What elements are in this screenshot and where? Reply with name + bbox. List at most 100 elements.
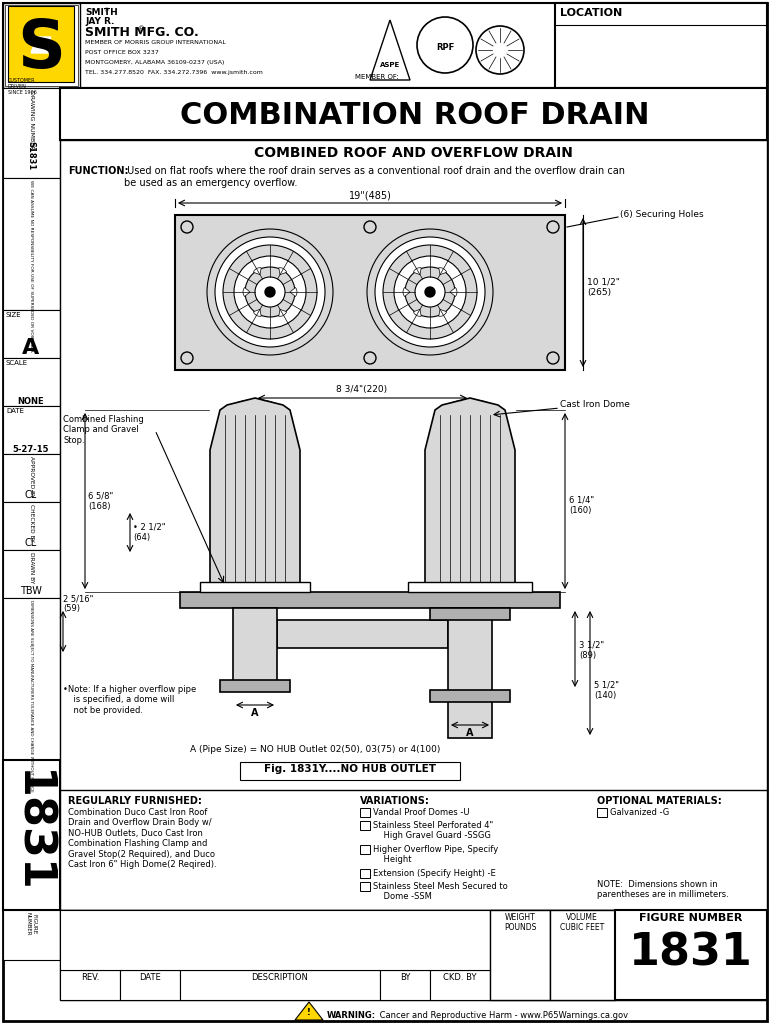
- Bar: [200, 582, 310, 592]
- Text: Galvanized -G: Galvanized -G: [610, 808, 669, 817]
- Text: ®: ®: [138, 26, 145, 32]
- Text: ®: ®: [103, 8, 109, 13]
- Circle shape: [415, 278, 445, 307]
- Bar: [277, 620, 448, 648]
- Bar: [430, 970, 490, 1000]
- Text: (6) Securing Holes: (6) Securing Holes: [620, 210, 704, 219]
- Bar: [8, 6, 74, 82]
- Text: •Note: If a higher overflow pipe
    is specified, a dome will
    not be provid: •Note: If a higher overflow pipe is spec…: [63, 685, 196, 715]
- Text: ASPE: ASPE: [380, 62, 400, 68]
- Text: A: A: [251, 708, 259, 718]
- Text: APPROVED BY: APPROVED BY: [28, 456, 34, 497]
- Text: FUNCTION:: FUNCTION:: [68, 166, 129, 176]
- Text: DRAWN BY: DRAWN BY: [28, 552, 34, 584]
- Text: SMITH MFG. CO.: SMITH MFG. CO.: [85, 26, 199, 39]
- Bar: [175, 215, 565, 370]
- Wedge shape: [413, 267, 421, 274]
- Text: Extension (Specify Height) -E: Extension (Specify Height) -E: [373, 869, 496, 878]
- Circle shape: [547, 352, 559, 364]
- Bar: [597, 808, 607, 817]
- Bar: [3, 406, 60, 454]
- Wedge shape: [253, 267, 261, 274]
- Text: 6 5/8"
(168): 6 5/8" (168): [88, 492, 113, 511]
- Bar: [360, 869, 370, 878]
- Text: SCALE: SCALE: [6, 360, 28, 366]
- Circle shape: [547, 221, 559, 233]
- Bar: [360, 845, 370, 854]
- Bar: [180, 970, 380, 1000]
- Bar: [220, 680, 290, 692]
- Text: !: !: [307, 1008, 311, 1017]
- Bar: [3, 598, 60, 760]
- Text: 19"(485): 19"(485): [349, 190, 391, 200]
- Bar: [3, 760, 60, 910]
- Bar: [3, 3, 767, 88]
- Circle shape: [383, 245, 477, 339]
- Polygon shape: [425, 398, 515, 592]
- Text: BY: BY: [400, 973, 410, 982]
- Bar: [180, 592, 560, 608]
- Text: CKD. BY: CKD. BY: [444, 973, 477, 982]
- Text: SMITH: SMITH: [85, 8, 118, 17]
- Text: 1831: 1831: [629, 932, 753, 975]
- Bar: [430, 608, 510, 620]
- Circle shape: [234, 256, 306, 328]
- Text: A: A: [467, 728, 474, 738]
- Wedge shape: [413, 309, 421, 316]
- Text: COMBINATION ROOF DRAIN: COMBINATION ROOF DRAIN: [180, 101, 650, 130]
- Text: Combination Duco Cast Iron Roof
Drain and Overflow Drain Body w/
NO-HUB Outlets,: Combination Duco Cast Iron Roof Drain an…: [68, 808, 216, 869]
- Text: LOCATION: LOCATION: [560, 8, 622, 18]
- Text: Cancer and Reproductive Harm - www.P65Warnings.ca.gov: Cancer and Reproductive Harm - www.P65Wa…: [377, 1011, 628, 1020]
- Text: REV.: REV.: [81, 973, 99, 982]
- Bar: [360, 821, 370, 830]
- Circle shape: [181, 221, 193, 233]
- Bar: [490, 910, 550, 1000]
- Wedge shape: [32, 43, 51, 53]
- Wedge shape: [439, 267, 447, 274]
- Text: S: S: [17, 16, 65, 82]
- Circle shape: [255, 278, 285, 307]
- Text: DATE: DATE: [139, 973, 161, 982]
- Text: NOTE:  Dimensions shown in
parentheses are in millimeters.: NOTE: Dimensions shown in parentheses ar…: [597, 880, 728, 899]
- Text: 8 3/4"(220): 8 3/4"(220): [336, 385, 387, 394]
- Wedge shape: [290, 288, 297, 297]
- Circle shape: [417, 17, 473, 73]
- Bar: [408, 582, 532, 592]
- Wedge shape: [403, 288, 410, 297]
- Bar: [3, 88, 60, 178]
- Wedge shape: [22, 37, 60, 56]
- Bar: [3, 178, 60, 310]
- Bar: [240, 762, 460, 780]
- Text: 1831: 1831: [9, 770, 52, 894]
- Text: MONTGOMERY, ALABAMA 36109-0237 (USA): MONTGOMERY, ALABAMA 36109-0237 (USA): [85, 60, 224, 65]
- Bar: [360, 808, 370, 817]
- Bar: [120, 970, 180, 1000]
- Bar: [60, 88, 767, 140]
- Wedge shape: [253, 309, 261, 316]
- Text: FIGURE
NUMBER: FIGURE NUMBER: [25, 912, 36, 936]
- Text: JAY R.: JAY R.: [85, 17, 115, 26]
- Bar: [5, 5, 78, 86]
- Wedge shape: [450, 288, 457, 297]
- Text: WE CAN ASSUME NO RESPONSIBILITY FOR USE OF SUPERSEDED OR VOID DATA: WE CAN ASSUME NO RESPONSIBILITY FOR USE …: [29, 180, 33, 351]
- Text: REGULARLY FURNISHED:: REGULARLY FURNISHED:: [68, 796, 202, 806]
- Text: DATE: DATE: [6, 408, 24, 414]
- Text: Vandal Proof Domes -U: Vandal Proof Domes -U: [373, 808, 470, 817]
- Bar: [3, 358, 60, 406]
- Text: FIGURE NUMBER: FIGURE NUMBER: [639, 913, 743, 923]
- Text: • 2 1/2"
(64): • 2 1/2" (64): [133, 522, 166, 542]
- Text: POST OFFICE BOX 3237: POST OFFICE BOX 3237: [85, 50, 159, 55]
- Circle shape: [181, 352, 193, 364]
- Polygon shape: [210, 398, 300, 592]
- Text: A (Pipe Size) = NO HUB Outlet 02(50), 03(75) or 4(100): A (Pipe Size) = NO HUB Outlet 02(50), 03…: [190, 745, 440, 754]
- Wedge shape: [279, 267, 286, 274]
- Text: WARNING:: WARNING:: [327, 1011, 376, 1020]
- Text: 10 1/2"
(265): 10 1/2" (265): [587, 278, 620, 297]
- Text: NONE: NONE: [18, 397, 45, 406]
- Circle shape: [364, 352, 376, 364]
- Text: DIMENSIONS ARE SUBJECT TO MANUFACTURERS TOLERANCE AND CHANGE WITHOUT NOTICE: DIMENSIONS ARE SUBJECT TO MANUFACTURERS …: [29, 600, 33, 792]
- Bar: [60, 140, 767, 910]
- Text: OPTIONAL MATERIALS:: OPTIONAL MATERIALS:: [597, 796, 721, 806]
- Circle shape: [215, 237, 325, 347]
- Text: VOLUME
CUBIC FEET: VOLUME CUBIC FEET: [560, 913, 604, 933]
